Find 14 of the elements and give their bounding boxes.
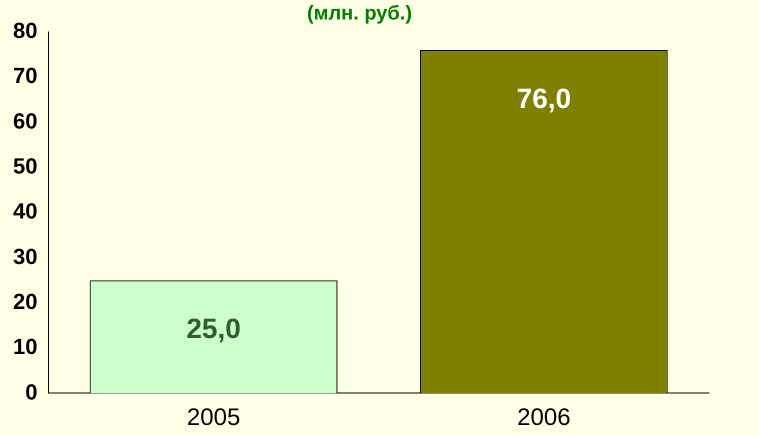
y-tick-label: 70 <box>12 63 38 88</box>
x-tick-label: 2005 <box>186 404 240 432</box>
y-tick-label: 40 <box>12 198 38 224</box>
y-tick-label: 10 <box>12 334 38 360</box>
data-label: 76,0 <box>516 82 572 114</box>
data-label: 25,0 <box>186 313 241 344</box>
y-tick-label: 60 <box>12 108 38 134</box>
y-tick-label: 30 <box>12 244 38 269</box>
chart-title: (млн. руб.) <box>307 2 412 25</box>
y-tick-label: 80 <box>12 18 38 44</box>
y-tick-label: 20 <box>12 288 38 314</box>
x-tick-label: 2006 <box>517 404 571 432</box>
y-tick-label: 0 <box>25 379 38 404</box>
y-tick-label: 50 <box>12 154 38 179</box>
